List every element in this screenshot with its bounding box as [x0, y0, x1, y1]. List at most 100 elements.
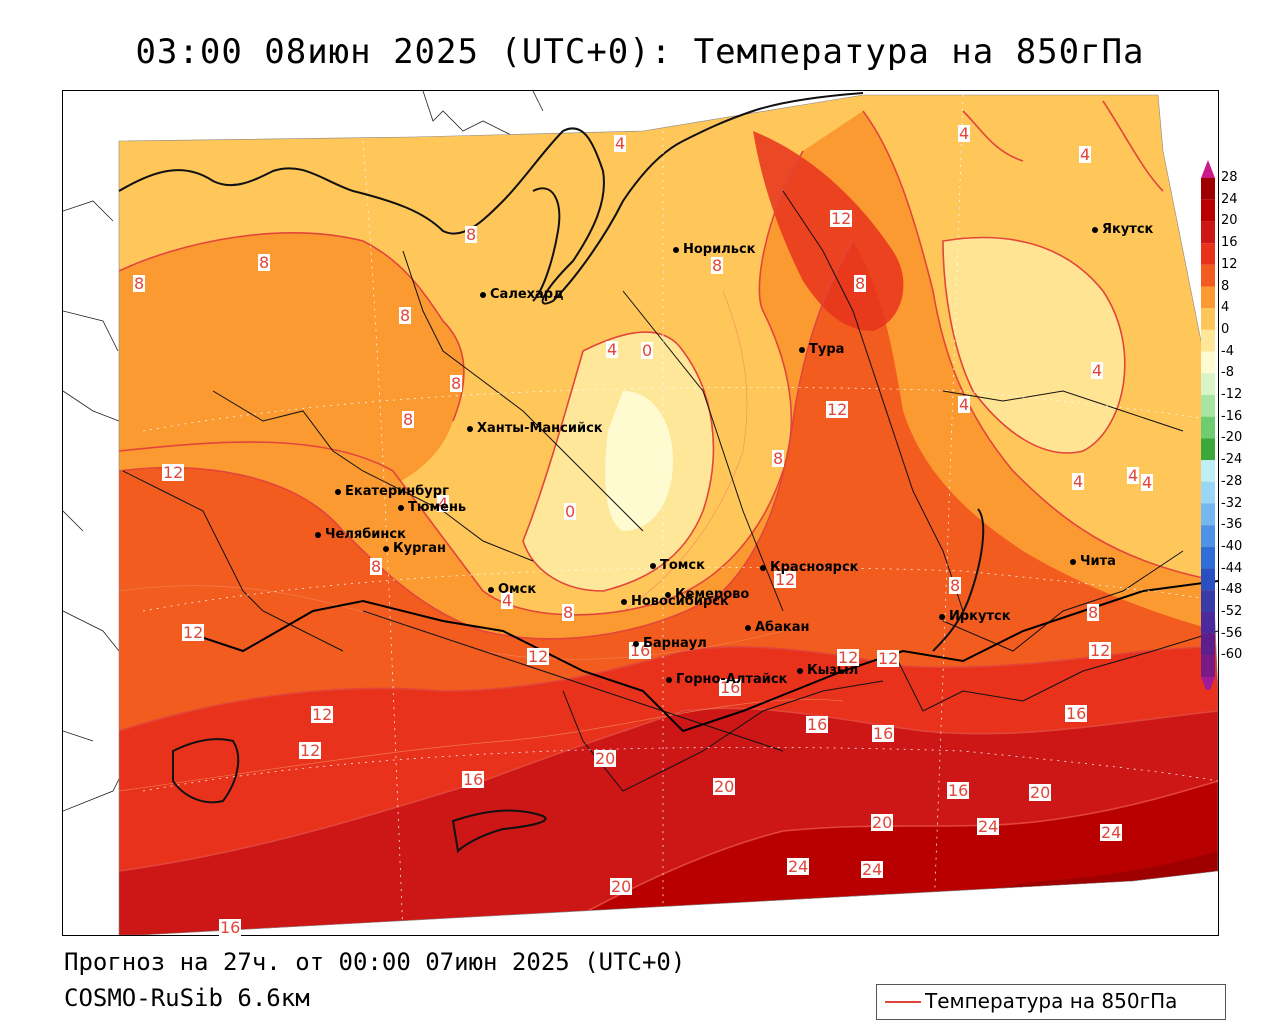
colorbar-swatches	[1201, 160, 1215, 696]
contour-label: 12	[182, 623, 205, 642]
contour-label: 8	[370, 557, 383, 576]
contour-label: 12	[311, 705, 334, 724]
city-name: Томск	[660, 558, 705, 573]
colorbar-tick-label: -48	[1221, 582, 1243, 598]
outside-borders	[63, 91, 544, 812]
city-marker: Якутск	[1092, 222, 1153, 237]
legend-label: Температура на 850гПа	[925, 989, 1178, 1013]
colorbar-tick-label: -24	[1221, 452, 1243, 468]
city-marker: Екатеринбург	[335, 484, 449, 499]
contour-label: 4	[1079, 145, 1092, 164]
contour-label: 12	[527, 647, 550, 666]
colorbar-swatch	[1201, 655, 1215, 678]
colorbar-swatch	[1201, 178, 1215, 200]
city-dot-icon	[398, 504, 404, 511]
colorbar-swatch	[1201, 481, 1215, 504]
colorbar-tick-label: -12	[1221, 387, 1243, 402]
city-dot-icon	[1092, 226, 1098, 233]
colorbar-swatch	[1201, 416, 1215, 439]
temperature-map	[62, 90, 1219, 936]
city-marker: Барнаул	[633, 636, 707, 651]
city-dot-icon	[1070, 558, 1076, 565]
city-dot-icon	[621, 598, 627, 605]
city-dot-icon	[799, 346, 805, 353]
colorbar-tick-label: 4	[1221, 300, 1230, 316]
colorbar-swatch	[1201, 308, 1215, 330]
contour-label: 4	[614, 134, 627, 153]
colorbar-swatch	[1201, 590, 1215, 612]
colorbar-tick-label: -32	[1221, 495, 1243, 511]
colorbar-tick-label: -36	[1221, 517, 1243, 533]
colorbar-tick-label: 16	[1221, 235, 1238, 251]
city-dot-icon	[480, 291, 486, 298]
model-name: COSMO-RuSib 6.6км	[64, 984, 310, 1012]
colorbar-tick-label: -8	[1221, 365, 1234, 381]
contour-label: 4	[501, 591, 514, 610]
colorbar-tick-label: 12	[1221, 256, 1238, 272]
contour-label: 8	[133, 274, 146, 293]
city-marker: Норильск	[673, 242, 756, 257]
colorbar-swatch	[1201, 351, 1215, 374]
legend: Температура на 850гПа	[876, 984, 1226, 1020]
colorbar-top-cap	[1201, 160, 1215, 178]
city-name: Норильск	[683, 242, 756, 257]
city-marker: Кемерово	[665, 587, 749, 602]
colorbar-tick-label: -28	[1221, 473, 1243, 489]
city-name: Якутск	[1102, 222, 1154, 237]
contour-label: 12	[162, 463, 185, 482]
colorbar-tick-label: -44	[1221, 560, 1243, 576]
forecast-info: Прогноз на 27ч. от 00:00 07июн 2025 (UTC…	[64, 948, 686, 976]
contour-label: 8	[949, 576, 962, 595]
contour-label: 16	[219, 918, 242, 937]
city-dot-icon	[939, 613, 945, 620]
contour-label: 4	[958, 124, 971, 143]
city-name: Курган	[393, 541, 446, 556]
colorbar-swatch	[1201, 633, 1215, 656]
city-marker: Иркутск	[939, 609, 1011, 624]
city-dot-icon	[488, 586, 494, 593]
city-name: Омск	[498, 582, 537, 597]
colorbar-swatch	[1201, 373, 1215, 395]
colorbar-tick-label: 8	[1221, 278, 1230, 294]
colorbar-swatch	[1201, 199, 1215, 222]
city-name: Екатеринбург	[345, 484, 449, 499]
colorbar-swatch	[1201, 612, 1215, 634]
city-marker: Курган	[383, 541, 446, 556]
contour-label: 24	[861, 860, 884, 879]
colorbar-swatch	[1201, 503, 1215, 526]
contour-label: 8	[854, 274, 867, 293]
city-name: Кызыл	[807, 663, 859, 678]
colorbar-swatch	[1201, 286, 1215, 309]
colorbar-swatch	[1201, 243, 1215, 265]
contour-label: 12	[830, 209, 853, 228]
city-marker: Омск	[488, 582, 536, 597]
colorbar-tick-label: -4	[1221, 343, 1234, 359]
contour-label: 8	[258, 253, 271, 272]
contour-label: 8	[399, 306, 412, 325]
colorbar-tick-label: -20	[1221, 430, 1243, 446]
city-dot-icon	[797, 667, 803, 674]
contour-label: 8	[772, 449, 785, 468]
city-name: Кемерово	[675, 587, 750, 602]
contour-label: 12	[826, 400, 849, 419]
city-marker: Тюмень	[398, 500, 466, 515]
contour-label: 4	[1091, 361, 1104, 380]
contour-label: 12	[837, 648, 860, 667]
city-name: Барнаул	[643, 636, 707, 651]
contour-label: 8	[450, 374, 463, 393]
graticule	[142, 94, 1218, 935]
colorbar-swatch	[1201, 568, 1215, 591]
colorbar-swatch	[1201, 395, 1215, 417]
contour-label: 20	[871, 813, 894, 832]
city-dot-icon	[745, 624, 751, 631]
map-canvas	[63, 91, 1218, 935]
contour-label: 4	[958, 395, 971, 414]
contour-label: 16	[947, 781, 970, 800]
contour-label: 20	[610, 877, 633, 896]
contour-label: 16	[462, 770, 485, 789]
country-border	[182, 580, 1218, 733]
colorbar-tick-label: 28	[1221, 170, 1238, 185]
contour-label: 8	[465, 225, 478, 244]
map-title: 03:00 08июн 2025 (UTC+0): Температура на…	[135, 32, 1145, 72]
city-name: Тюмень	[408, 500, 467, 515]
